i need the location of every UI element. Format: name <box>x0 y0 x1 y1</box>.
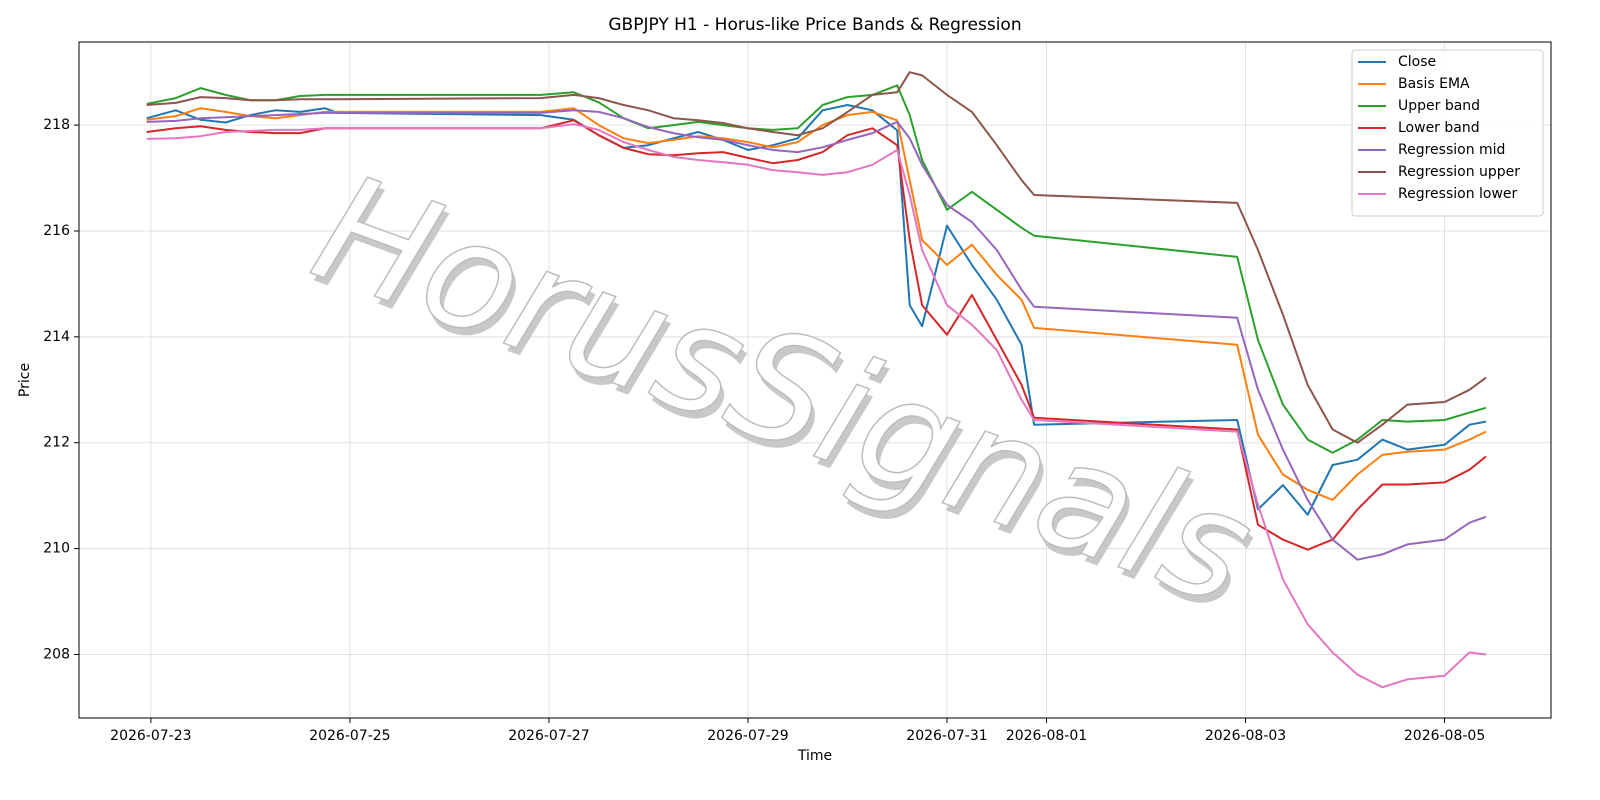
x-tick-label: 2026-08-03 <box>1205 728 1286 744</box>
x-axis-label: Time <box>797 748 832 764</box>
legend-label: Basis EMA <box>1398 76 1470 92</box>
x-tick-label: 2026-07-27 <box>508 728 589 744</box>
legend: Close Basis EMA Upper band Lower band Regres… <box>1351 49 1544 217</box>
lines-layer <box>146 71 1487 689</box>
legend-label: Lower band <box>1398 120 1480 136</box>
legend-label: Regression lower <box>1398 186 1518 202</box>
x-tick-label: 2026-07-29 <box>707 728 788 744</box>
plot-frame <box>78 41 1552 719</box>
legend-label: Upper band <box>1398 98 1480 114</box>
y-tick-label: 212 <box>43 435 70 451</box>
legend-label: Close <box>1398 54 1436 70</box>
series-line <box>146 84 1487 454</box>
y-tick-label: 216 <box>43 223 70 239</box>
legend-label: Regression mid <box>1398 142 1505 158</box>
y-tick-label: 214 <box>43 329 70 345</box>
legend-box <box>1351 49 1544 217</box>
series-line <box>146 109 1487 561</box>
x-tick-label: 2026-07-23 <box>110 728 191 744</box>
y-tick-label: 208 <box>43 646 70 662</box>
x-tick-label: 2026-08-01 <box>1006 728 1087 744</box>
axes-layer: 2026-07-23 2026-07-25 2026-07-27 2026-07-29… <box>43 117 1485 744</box>
chart-title: GBPJPY H1 - Horus-like Price Bands & Reg… <box>608 15 1021 35</box>
legend-label: Regression upper <box>1398 164 1520 180</box>
series-line <box>146 71 1487 444</box>
y-axis-label: Price <box>17 363 33 397</box>
series-line <box>146 123 1487 689</box>
x-tick-label: 2026-08-05 <box>1404 728 1485 744</box>
y-tick-label: 210 <box>43 541 70 557</box>
y-tick-label: 218 <box>43 117 70 133</box>
x-tick-label: 2026-07-25 <box>309 728 390 744</box>
x-tick-label: 2026-07-31 <box>906 728 987 744</box>
